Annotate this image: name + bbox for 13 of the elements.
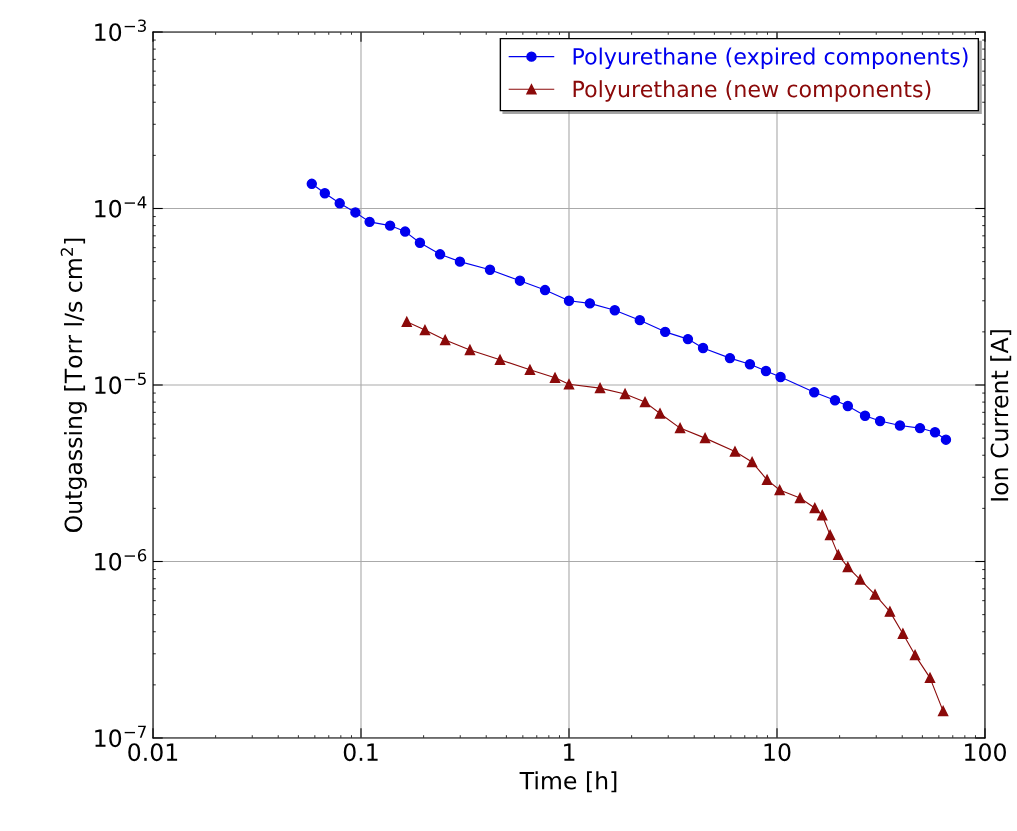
y2-axis-title: Ion Current [A] — [990, 330, 1012, 501]
y-axis-title: Outgassing [Torr l/s cm$^{2}$] — [60, 238, 87, 533]
x-tick-label: 100 — [965, 743, 1006, 762]
x-tick-label: 0.1 — [343, 743, 378, 762]
legend-label: Polyurethane (expired components) — [573, 47, 968, 70]
x-axis-title: Time [h] — [519, 771, 617, 793]
y-tick-label: 10$^{−6}$ — [95, 548, 147, 571]
legend-label: Polyurethane (new components) — [573, 80, 931, 102]
x-tick-label: 10 — [764, 743, 791, 762]
y-tick-label: 10$^{−3}$ — [95, 19, 146, 42]
x-tick-label: 1 — [564, 743, 575, 761]
y-tick-label: 10$^{−5}$ — [95, 372, 146, 395]
y-tick-label: 10$^{−4}$ — [95, 196, 147, 218]
